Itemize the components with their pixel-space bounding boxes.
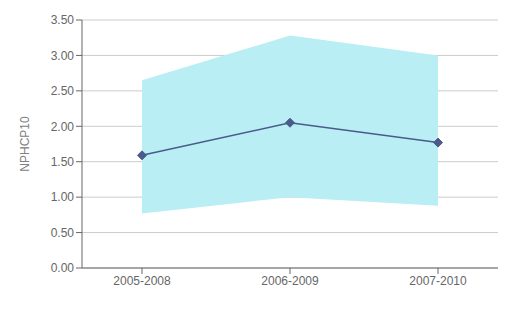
svg-text:3.50: 3.50 [51, 13, 75, 27]
svg-text:2005-2008: 2005-2008 [113, 274, 171, 288]
svg-text:2006-2009: 2006-2009 [261, 274, 319, 288]
svg-text:3.00: 3.00 [51, 49, 75, 63]
svg-text:0.00: 0.00 [51, 261, 75, 275]
svg-text:2.00: 2.00 [51, 120, 75, 134]
svg-text:2.50: 2.50 [51, 84, 75, 98]
svg-text:0.50: 0.50 [51, 226, 75, 240]
svg-text:NPHCP10: NPHCP10 [18, 116, 32, 172]
svg-text:1.50: 1.50 [51, 155, 75, 169]
svg-text:1.00: 1.00 [51, 190, 75, 204]
svg-text:2007-2010: 2007-2010 [409, 274, 467, 288]
